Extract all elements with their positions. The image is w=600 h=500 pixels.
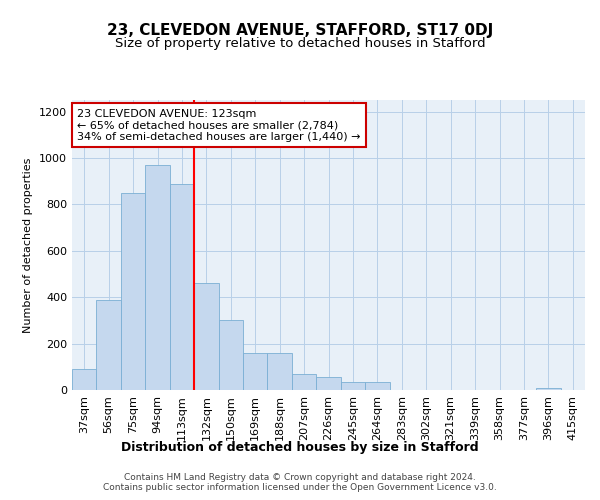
Text: Size of property relative to detached houses in Stafford: Size of property relative to detached ho… <box>115 38 485 51</box>
Bar <box>145 165 170 390</box>
Y-axis label: Number of detached properties: Number of detached properties <box>23 158 34 332</box>
Text: 23, CLEVEDON AVENUE, STAFFORD, ST17 0DJ: 23, CLEVEDON AVENUE, STAFFORD, ST17 0DJ <box>107 22 493 38</box>
Bar <box>536 388 560 390</box>
Text: 23 CLEVEDON AVENUE: 123sqm
← 65% of detached houses are smaller (2,784)
34% of s: 23 CLEVEDON AVENUE: 123sqm ← 65% of deta… <box>77 108 361 142</box>
Text: Distribution of detached houses by size in Stafford: Distribution of detached houses by size … <box>121 441 479 454</box>
Bar <box>218 320 243 390</box>
Bar <box>243 353 268 390</box>
Bar <box>268 353 292 390</box>
Bar <box>72 369 97 390</box>
Bar <box>316 377 341 390</box>
Bar <box>194 284 218 390</box>
Bar <box>292 374 316 390</box>
Bar <box>121 193 145 390</box>
Bar <box>365 382 389 390</box>
Bar <box>97 300 121 390</box>
Bar <box>170 184 194 390</box>
Text: Contains HM Land Registry data © Crown copyright and database right 2024.
Contai: Contains HM Land Registry data © Crown c… <box>103 473 497 492</box>
Bar <box>341 382 365 390</box>
